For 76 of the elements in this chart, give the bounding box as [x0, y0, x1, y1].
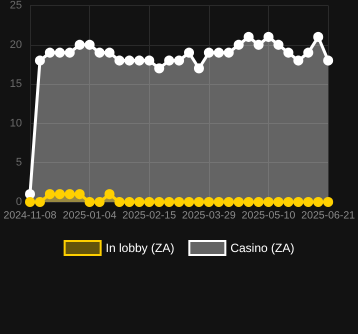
point	[323, 56, 334, 66]
point	[84, 197, 95, 207]
point	[114, 56, 124, 66]
point	[164, 197, 174, 207]
point	[184, 197, 194, 207]
point	[134, 197, 144, 207]
point	[254, 40, 264, 50]
y-tick-label: 5	[16, 156, 22, 169]
point	[234, 197, 244, 207]
point	[154, 197, 164, 207]
point	[293, 56, 304, 66]
legend-label: Casino (ZA)	[230, 241, 294, 255]
x-tick-label: 2025-01-04	[62, 210, 117, 222]
point	[174, 197, 184, 207]
point	[74, 40, 85, 50]
x-tick-label: 2025-02-15	[122, 210, 176, 222]
point	[194, 63, 204, 74]
point	[64, 189, 75, 200]
point	[54, 48, 65, 58]
y-tick-label: 10	[10, 117, 22, 130]
point	[224, 197, 234, 207]
point	[144, 197, 154, 207]
point	[264, 197, 274, 207]
point	[244, 197, 254, 207]
point	[174, 56, 184, 66]
point	[194, 197, 204, 207]
point	[124, 56, 134, 66]
point	[273, 40, 284, 50]
point	[134, 56, 144, 66]
point	[283, 48, 294, 58]
point	[164, 56, 174, 66]
point	[264, 32, 274, 42]
point	[224, 48, 234, 58]
point	[94, 48, 105, 58]
point	[94, 197, 105, 207]
point	[234, 40, 244, 50]
point	[303, 48, 314, 58]
x-tick-label: 2025-06-21	[301, 210, 356, 222]
point	[64, 48, 75, 58]
point	[184, 48, 194, 58]
x-tick-label: 2025-03-29	[182, 210, 236, 222]
point	[313, 32, 324, 42]
point	[44, 48, 55, 58]
point	[114, 197, 124, 207]
point	[303, 197, 314, 207]
point	[25, 197, 35, 207]
point	[104, 48, 115, 58]
point	[313, 197, 324, 207]
point	[25, 189, 35, 200]
point	[34, 56, 45, 66]
point	[283, 197, 294, 207]
point	[154, 63, 164, 74]
y-tick-label: 15	[10, 78, 22, 90]
point	[84, 40, 95, 50]
point	[104, 189, 115, 200]
point	[273, 197, 284, 207]
point	[244, 32, 254, 42]
point	[254, 197, 264, 207]
y-tick-label: 20	[10, 38, 22, 51]
point	[144, 56, 154, 66]
point	[34, 197, 45, 207]
point	[54, 189, 65, 200]
point	[44, 189, 55, 200]
point	[124, 197, 134, 207]
point	[204, 197, 214, 207]
y-tick-label: 25	[10, 0, 22, 12]
x-tick-label: 2024-11-08	[4, 210, 57, 222]
point	[214, 197, 224, 207]
point	[74, 189, 85, 200]
point	[323, 197, 334, 207]
y-tick-label: 0	[16, 196, 22, 208]
point	[204, 48, 214, 58]
legend-label: In lobby (ZA)	[106, 241, 174, 255]
point	[293, 197, 304, 207]
point	[214, 48, 224, 58]
x-tick-label: 2025-05-10	[242, 210, 296, 222]
